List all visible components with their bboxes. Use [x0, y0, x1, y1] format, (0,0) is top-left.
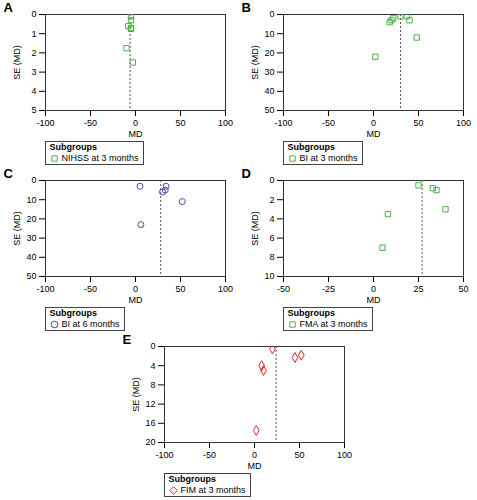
svg-text:25: 25 — [413, 284, 423, 294]
svg-text:50: 50 — [458, 284, 468, 294]
svg-text:-100: -100 — [36, 118, 54, 128]
svg-text:-100: -100 — [36, 284, 54, 294]
svg-text:0: 0 — [150, 341, 155, 351]
svg-text:0: 0 — [31, 175, 36, 185]
svg-text:SE (MD): SE (MD) — [249, 45, 259, 80]
svg-text:10: 10 — [26, 195, 36, 205]
svg-text:-100: -100 — [274, 118, 292, 128]
svg-text:12: 12 — [145, 399, 155, 409]
svg-text:50: 50 — [175, 118, 185, 128]
svg-text:50: 50 — [413, 118, 423, 128]
svg-text:50: 50 — [26, 271, 36, 281]
html-text:Subgroups: Subgroups — [287, 142, 335, 152]
svg-text:50: 50 — [264, 105, 274, 115]
svg-text:0: 0 — [251, 450, 256, 460]
svg-text:100: 100 — [217, 284, 232, 294]
svg-text:0: 0 — [370, 284, 375, 294]
html-text:C: C — [3, 166, 13, 181]
svg-text:SE (MD): SE (MD) — [130, 377, 140, 412]
svg-text:0: 0 — [31, 9, 36, 19]
svg-text:8: 8 — [269, 252, 274, 262]
html-text:NIHSS at 3 months: NIHSS at 3 months — [61, 153, 139, 163]
svg-text:-50: -50 — [276, 284, 289, 294]
svg-text:-25: -25 — [321, 284, 334, 294]
html-text:A: A — [3, 0, 13, 15]
svg-text:0: 0 — [132, 118, 137, 128]
html-text:Subgroups: Subgroups — [49, 142, 97, 152]
html-text:BI at 3 months: BI at 3 months — [299, 153, 358, 163]
html-text:FMA at 3 months: FMA at 3 months — [299, 319, 368, 329]
svg-text:50: 50 — [175, 284, 185, 294]
html-text:BI at 6 months: BI at 6 months — [61, 319, 120, 329]
html-text:FIM at 3 months: FIM at 3 months — [180, 485, 246, 495]
svg-text:5: 5 — [31, 105, 36, 115]
html-text:E: E — [122, 332, 132, 347]
svg-text:2: 2 — [269, 195, 274, 205]
svg-text:50: 50 — [294, 450, 304, 460]
svg-text:SE (MD): SE (MD) — [11, 211, 21, 246]
svg-text:MD: MD — [366, 129, 380, 139]
svg-text:10: 10 — [264, 271, 274, 281]
html-text:B: B — [241, 0, 251, 15]
svg-text:40: 40 — [264, 86, 274, 96]
svg-text:4: 4 — [150, 361, 155, 371]
svg-text:30: 30 — [26, 233, 36, 243]
svg-text:-50: -50 — [202, 450, 215, 460]
svg-text:-100: -100 — [155, 450, 173, 460]
svg-text:0: 0 — [269, 9, 274, 19]
svg-text:6: 6 — [269, 233, 274, 243]
svg-text:2: 2 — [31, 48, 36, 58]
svg-text:40: 40 — [26, 252, 36, 262]
svg-text:30: 30 — [264, 67, 274, 77]
svg-text:-50: -50 — [83, 118, 96, 128]
svg-text:MD: MD — [247, 461, 261, 471]
svg-text:1: 1 — [31, 29, 36, 39]
svg-text:MD: MD — [128, 295, 142, 305]
svg-text:3: 3 — [31, 67, 36, 77]
svg-text:100: 100 — [455, 118, 470, 128]
svg-text:4: 4 — [269, 214, 274, 224]
svg-text:100: 100 — [336, 450, 351, 460]
html-text:Subgroups: Subgroups — [168, 474, 216, 484]
svg-text:10: 10 — [264, 29, 274, 39]
svg-text:16: 16 — [145, 418, 155, 428]
svg-text:20: 20 — [145, 437, 155, 447]
svg-text:8: 8 — [150, 380, 155, 390]
svg-text:-50: -50 — [83, 284, 96, 294]
svg-text:MD: MD — [128, 129, 142, 139]
svg-text:20: 20 — [26, 214, 36, 224]
html-text:D: D — [241, 166, 251, 181]
svg-text:0: 0 — [132, 284, 137, 294]
svg-text:SE (MD): SE (MD) — [249, 211, 259, 246]
svg-text:4: 4 — [31, 86, 36, 96]
svg-text:0: 0 — [370, 118, 375, 128]
html-text:Subgroups: Subgroups — [287, 308, 335, 318]
html-text:Subgroups: Subgroups — [49, 308, 97, 318]
svg-text:-50: -50 — [321, 118, 334, 128]
svg-text:0: 0 — [269, 175, 274, 185]
svg-text:100: 100 — [217, 118, 232, 128]
svg-text:20: 20 — [264, 48, 274, 58]
svg-text:MD: MD — [366, 295, 380, 305]
svg-text:SE (MD): SE (MD) — [11, 45, 21, 80]
